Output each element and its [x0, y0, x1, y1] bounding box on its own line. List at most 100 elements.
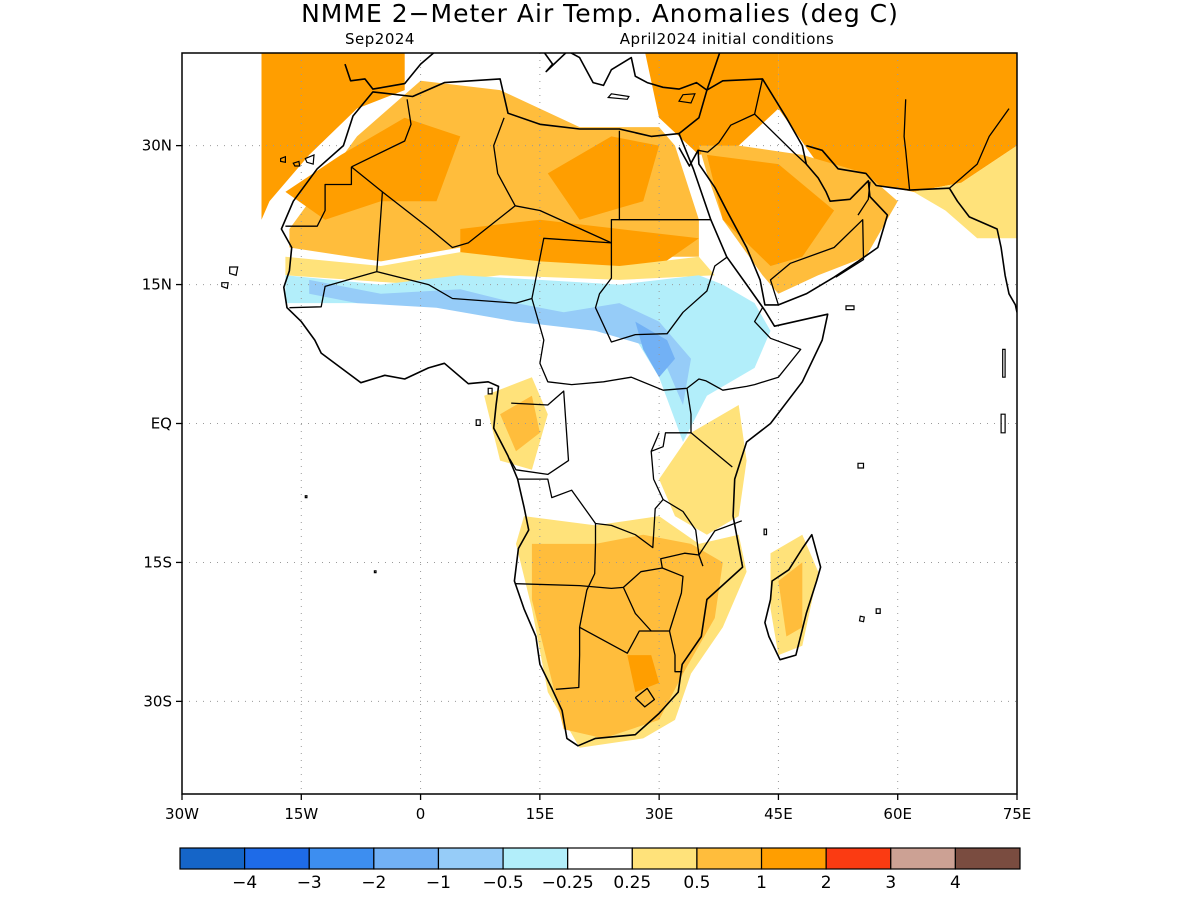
- colorbar-label: −3: [297, 873, 322, 893]
- island-outline: [845, 305, 855, 311]
- colorbar-swatch: [179, 847, 246, 870]
- country-border: [903, 99, 911, 191]
- anomaly-region-5: [285, 252, 715, 285]
- anomaly-region-15: [500, 395, 540, 452]
- colorbar-swatch: [373, 847, 440, 870]
- anomaly-region-12: [706, 154, 835, 266]
- europe-coastline: [344, 53, 721, 91]
- lon-tick-label: 75E: [1003, 805, 1032, 823]
- anomaly-region-13: [913, 145, 1017, 239]
- country-border: [515, 552, 704, 590]
- anomaly-region-19: [627, 655, 660, 693]
- country-border: [594, 242, 728, 343]
- colorbar-label: −4: [232, 873, 257, 893]
- valid-month-label: Sep2024: [345, 30, 415, 48]
- colorbar-swatch: [437, 847, 504, 870]
- island-outline: [292, 160, 301, 167]
- country-border: [531, 298, 802, 391]
- lat-tick-label: 30S: [143, 692, 172, 710]
- anomaly-region-4: [460, 219, 699, 266]
- country-border: [690, 432, 733, 468]
- island-outline: [475, 419, 481, 426]
- lon-tick-label: 15E: [526, 805, 555, 823]
- anomaly-region-9: [645, 53, 779, 155]
- island-outline: [304, 495, 308, 499]
- country-border: [351, 99, 412, 168]
- colorbar-label: −0.25: [542, 873, 594, 893]
- lon-tick-label: 60E: [883, 805, 912, 823]
- colorbar-swatch: [502, 847, 569, 870]
- anomaly-region-8: [635, 321, 675, 378]
- country-border: [754, 113, 807, 165]
- country-border: [517, 432, 664, 549]
- anomaly-fills: [261, 53, 1017, 748]
- country-borders: [285, 78, 1010, 708]
- country-border: [285, 166, 353, 227]
- colorbar-swatch: [760, 847, 827, 870]
- colorbar-label: 0.25: [613, 873, 651, 893]
- island-outline: [858, 615, 865, 623]
- lat-tick-label: 15S: [143, 553, 172, 571]
- country-border: [857, 181, 871, 216]
- colorbar-swatch: [631, 847, 698, 870]
- island-outline: [487, 387, 493, 395]
- island-outline: [1057, 331, 1065, 368]
- lon-tick-label: 45E: [764, 805, 793, 823]
- island-outline: [280, 155, 286, 164]
- island-outline: [606, 93, 630, 100]
- lat-tick-label: 30N: [142, 137, 172, 155]
- anomaly-region-6: [285, 275, 771, 442]
- country-border: [509, 390, 570, 476]
- country-border: [769, 219, 865, 306]
- anomaly-region-21: [778, 562, 803, 637]
- latitude-axis: 30N 15N EQ 15S 30S: [142, 137, 182, 710]
- lon-tick-label: 15W: [284, 805, 318, 823]
- map-area: [182, 53, 1065, 794]
- africa-coastline: [280, 78, 829, 747]
- island-outline: [1000, 413, 1006, 434]
- colorbar-label: 1: [756, 873, 767, 893]
- lat-tick-label: EQ: [151, 415, 172, 433]
- island-outline: [221, 282, 229, 290]
- country-border: [579, 626, 652, 654]
- country-border: [618, 130, 711, 221]
- anomaly-region-7: [309, 279, 691, 405]
- iran-india-coastline: [806, 144, 1017, 313]
- island-outline: [875, 608, 881, 615]
- initial-conditions-label: April2024 initial conditions: [620, 30, 834, 48]
- colorbar-label: 4: [950, 873, 961, 893]
- anomaly-region-0: [261, 53, 405, 220]
- lon-tick-label: 30W: [165, 805, 199, 823]
- country-border: [668, 630, 683, 673]
- island-outline: [763, 528, 768, 536]
- country-border: [289, 191, 384, 309]
- anomaly-region-16: [659, 405, 747, 535]
- colorbar-swatch: [954, 847, 1021, 870]
- colorbar-label: −2: [361, 873, 386, 893]
- colorbar-swatch: [567, 847, 633, 870]
- country-border: [555, 523, 597, 690]
- longitude-axis: 30W 15W 0 15E 30E 45E 60E 75E: [165, 794, 1031, 823]
- coastlines: [221, 53, 1065, 747]
- colorbar-swatch: [890, 847, 956, 870]
- colorbar-label: −0.5: [482, 873, 523, 893]
- country-border: [662, 498, 743, 556]
- country-border: [350, 117, 516, 249]
- island-outline: [229, 266, 239, 277]
- country-border: [686, 388, 692, 433]
- lat-tick-label: 15N: [142, 276, 172, 294]
- colorbar: −4 −3 −2 −1 −0.5 −0.25 0.25 0.5 1 2 3 4: [179, 847, 1021, 893]
- country-border: [948, 108, 1010, 189]
- colorbar-swatch: [825, 847, 892, 870]
- colorbar-label: 3: [885, 873, 896, 893]
- country-border: [515, 205, 612, 244]
- island-outline: [857, 462, 865, 469]
- colorbar-swatch: [244, 847, 310, 870]
- country-border: [634, 687, 656, 708]
- colorbar-label: 2: [821, 873, 832, 893]
- lon-tick-label: 0: [416, 805, 426, 823]
- island-outline: [304, 153, 315, 165]
- map-title: NMME 2−Meter Air Temp. Anomalies (deg C): [301, 0, 899, 28]
- country-border: [697, 78, 764, 153]
